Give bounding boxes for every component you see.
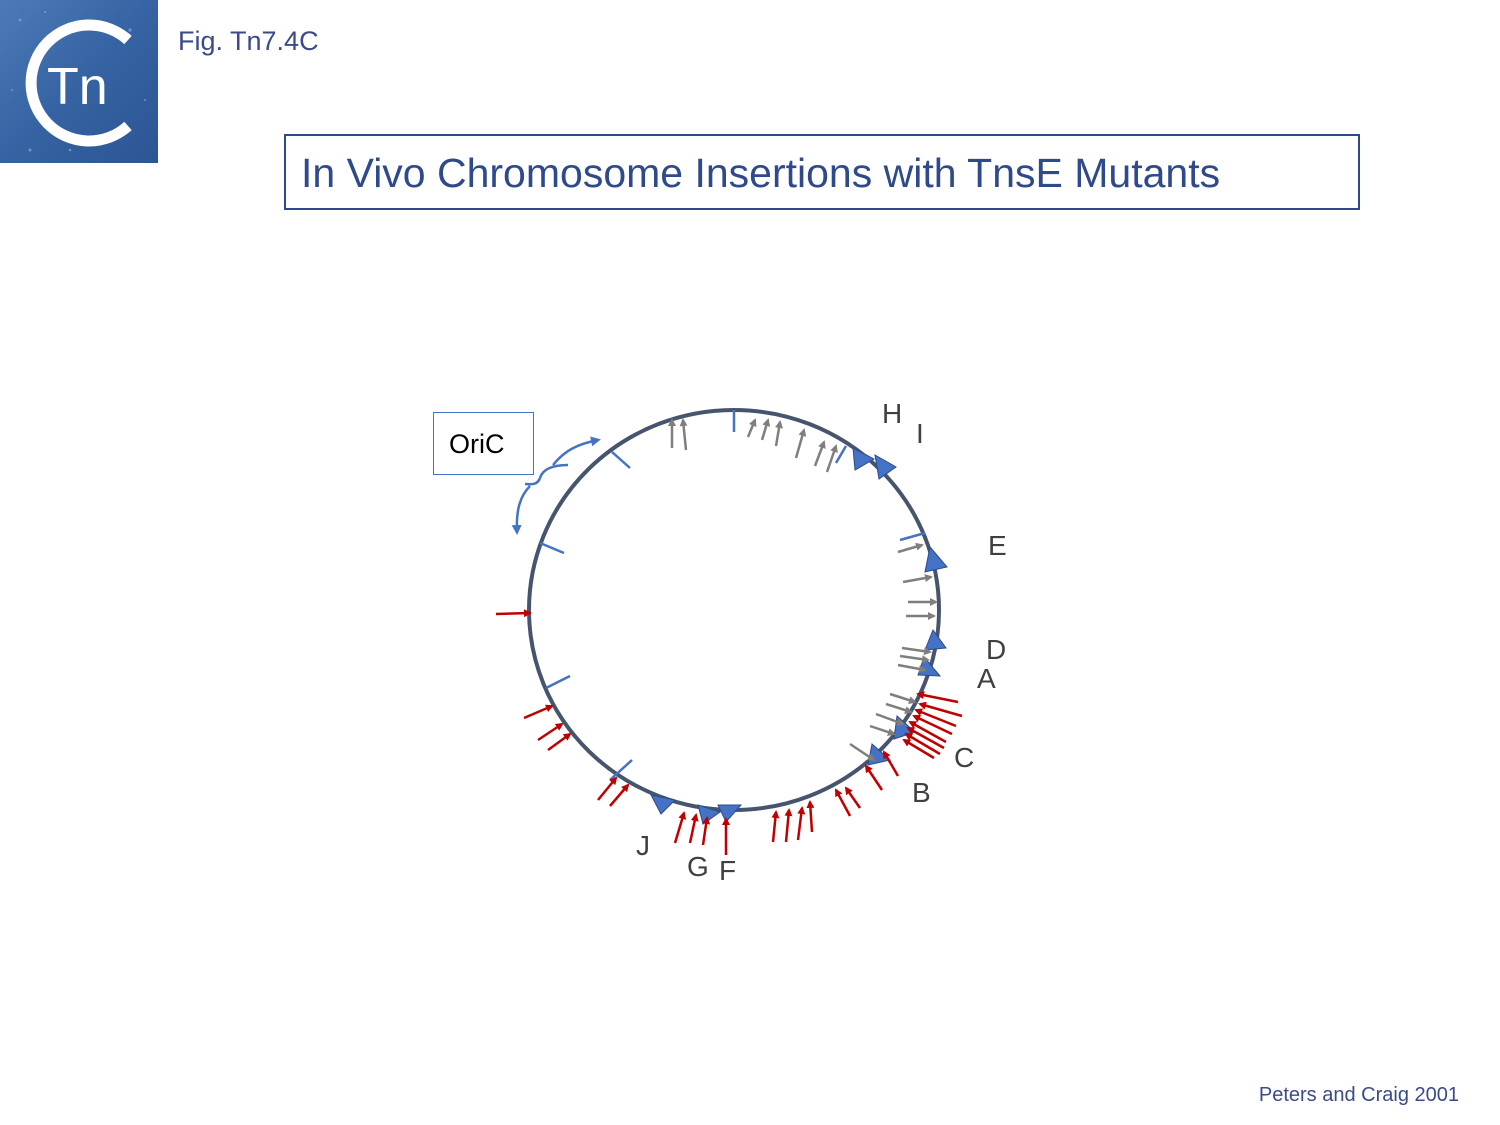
site-label-h: H — [882, 398, 902, 429]
site-label-c: C — [954, 742, 974, 773]
oric-label-box: OriC — [433, 412, 534, 475]
logo-c-shape — [25, 19, 132, 147]
oric-label: OriC — [449, 429, 505, 459]
title-box: In Vivo Chromosome Insertions with TnsE … — [284, 134, 1360, 210]
site-label-i: I — [916, 418, 924, 449]
gray-insertions — [668, 418, 938, 762]
site-label-j: J — [636, 830, 650, 861]
citation: Peters and Craig 2001 — [1258, 1084, 1459, 1106]
site-label-a: A — [977, 663, 996, 694]
site-label-b: B — [912, 777, 931, 808]
site-label-d: D — [986, 634, 1006, 665]
terminator-markers — [650, 447, 948, 825]
oric-replication-arrows — [511, 436, 601, 535]
figure-label: Fig. Tn7.4C — [178, 26, 319, 56]
site-label-e: E — [988, 530, 1007, 561]
site-label-g: G — [687, 851, 709, 882]
page-title: In Vivo Chromosome Insertions with TnsE … — [301, 150, 1221, 196]
tick-marks — [539, 410, 926, 781]
logo-text: Tn — [47, 58, 108, 116]
tn-logo: Tn — [0, 0, 158, 163]
red-insertions — [495, 609, 963, 855]
site-label-f: F — [719, 855, 736, 886]
